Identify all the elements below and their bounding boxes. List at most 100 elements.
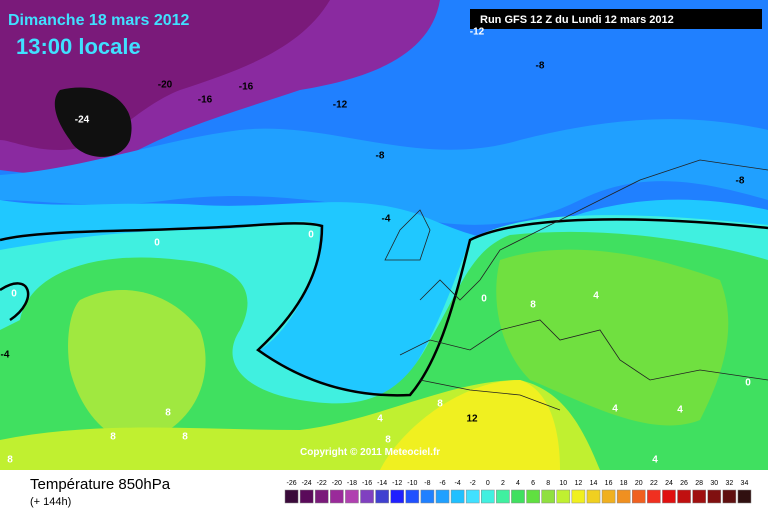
contour-label: 12 — [466, 414, 478, 425]
contour-label: 4 — [593, 291, 599, 302]
legend-label: 34 — [741, 480, 749, 487]
legend-label: -2 — [470, 480, 476, 487]
legend-label: 12 — [574, 480, 582, 487]
legend-swatch — [737, 489, 752, 504]
legend-label: -20 — [332, 480, 342, 487]
footer-subtitle: (+ 144h) — [30, 496, 71, 508]
legend-label: 16 — [605, 480, 613, 487]
legend-label: 26 — [680, 480, 688, 487]
contour-label: -4 — [382, 214, 391, 225]
legend-label: -8 — [424, 480, 430, 487]
legend-swatch — [496, 489, 510, 504]
contour-label: 8 — [530, 300, 536, 311]
contour-label: 0 — [481, 294, 487, 305]
copyright: Copyright © 2011 Meteociel.fr — [300, 447, 440, 458]
contour-label: -16 — [198, 95, 213, 106]
legend-label: 28 — [695, 480, 703, 487]
legend-swatch — [677, 489, 691, 504]
legend-swatch — [692, 489, 706, 504]
legend-label: -4 — [454, 480, 460, 487]
legend-label: 30 — [710, 480, 718, 487]
legend-label: -10 — [407, 480, 417, 487]
legend-label: -26 — [286, 480, 296, 487]
legend-swatch — [330, 489, 344, 504]
legend-swatch — [647, 489, 661, 504]
contour-label: 8 — [165, 408, 171, 419]
legend-label: 0 — [486, 480, 490, 487]
contour-label: 8 — [437, 399, 443, 410]
contour-label: 4 — [377, 414, 383, 425]
legend-label: 6 — [531, 480, 535, 487]
contour-label: 4 — [652, 455, 658, 466]
legend-label: 22 — [650, 480, 658, 487]
contour-label: -4 — [1, 350, 10, 361]
legend-swatch — [375, 489, 389, 504]
legend-swatch — [481, 489, 495, 504]
contour-label: 0 — [11, 289, 17, 300]
legend-swatch — [390, 489, 405, 504]
contour-label: 4 — [677, 405, 683, 416]
legend: -26 -24 -22 -20 -18 -16 -14 -12 -10 -8 -6 -4 -2 0 2 4 6 8… — [284, 480, 752, 504]
contour-label: 8 — [385, 435, 391, 446]
contour-label: -8 — [736, 176, 745, 187]
legend-label: -24 — [302, 480, 312, 487]
legend-swatch — [405, 489, 420, 504]
contour-label: -16 — [239, 82, 254, 93]
legend-swatch — [299, 489, 314, 504]
legend-swatch — [284, 489, 299, 504]
contour-label: 4 — [612, 404, 618, 415]
legend-label: 8 — [546, 480, 550, 487]
legend-label: -12 — [392, 480, 402, 487]
legend-swatch — [541, 489, 555, 504]
legend-label: 2 — [501, 480, 505, 487]
legend-label: 18 — [620, 480, 628, 487]
legend-swatch — [526, 489, 540, 504]
legend-swatch — [601, 489, 616, 504]
legend-label: -22 — [317, 480, 327, 487]
contour-label: 8 — [110, 432, 116, 443]
legend-swatch — [360, 489, 374, 504]
legend-label: -18 — [347, 480, 357, 487]
legend-swatch — [450, 489, 465, 504]
contour-label: -8 — [376, 151, 385, 162]
contour-label: -12 — [333, 100, 348, 111]
contour-label: 0 — [154, 238, 160, 249]
legend-label: 20 — [635, 480, 643, 487]
legend-swatch — [345, 489, 359, 504]
legend-label: 32 — [725, 480, 733, 487]
map-time: 13:00 locale — [16, 34, 141, 59]
legend-label: -6 — [439, 480, 445, 487]
legend-label: 24 — [665, 480, 673, 487]
legend-label: 14 — [590, 480, 598, 487]
legend-label: 10 — [559, 480, 567, 487]
contour-label: 0 — [745, 378, 751, 389]
run-label: Run GFS 12 Z du Lundi 12 mars 2012 — [480, 14, 674, 26]
run-box — [470, 9, 762, 29]
contour-label: 8 — [7, 455, 13, 466]
legend-label: 4 — [516, 480, 520, 487]
contour-label: -20 — [158, 80, 173, 91]
contour-label: 8 — [182, 432, 188, 443]
legend-swatch — [435, 489, 450, 504]
map-date: Dimanche 18 mars 2012 — [8, 12, 190, 29]
legend-swatch — [571, 489, 586, 504]
legend-swatch — [616, 489, 631, 504]
contour-label: 0 — [308, 230, 314, 241]
legend-swatch — [314, 489, 329, 504]
footer-title: Température 850hPa — [30, 476, 171, 493]
legend-swatch — [420, 489, 435, 504]
contour-label: -8 — [536, 61, 545, 72]
legend-swatch — [586, 489, 601, 504]
legend-swatch — [707, 489, 722, 504]
contour-label: -12 — [470, 27, 485, 38]
legend-swatch — [662, 489, 676, 504]
legend-swatch — [465, 489, 480, 504]
legend-swatch — [631, 489, 646, 504]
legend-swatch — [556, 489, 571, 504]
contour-label: -24 — [75, 115, 90, 126]
legend-label: -16 — [362, 480, 372, 487]
legend-label: -14 — [377, 480, 387, 487]
